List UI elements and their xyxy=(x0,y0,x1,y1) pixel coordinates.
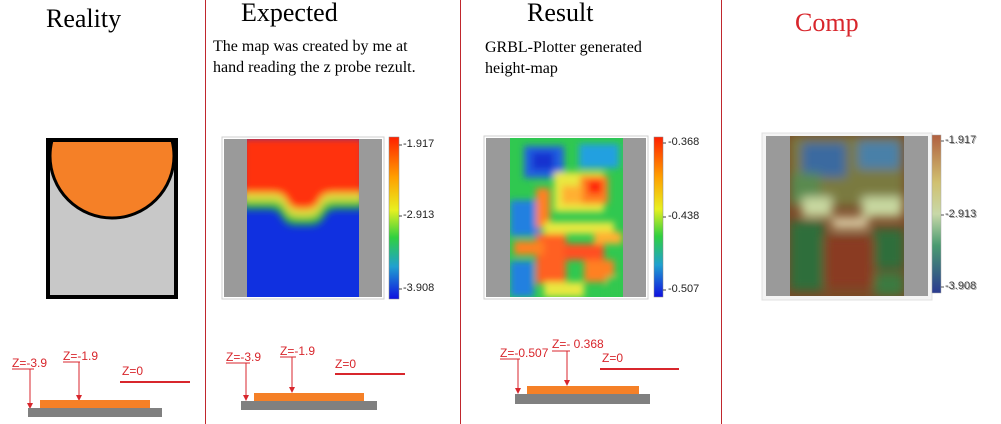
result-legend-bar xyxy=(653,136,666,298)
expected-height-map xyxy=(221,136,385,300)
result-legend-mid: -0.438 xyxy=(668,210,700,222)
expected-z-zero-label: Z=0 xyxy=(335,357,357,371)
comp-legend-max: -1.917 xyxy=(945,134,977,146)
expected-z-mid-label: Z=-1.9 xyxy=(280,344,316,358)
expected-z-low-label: Z=-3.9 xyxy=(226,350,262,364)
expected-probe-lines xyxy=(226,356,405,410)
divider-3 xyxy=(721,0,722,424)
expected-legend-bar xyxy=(388,136,402,300)
expected-legend-mid: -2.913 xyxy=(403,209,435,221)
reality-probe-lines xyxy=(12,361,190,417)
result-z-zero-label: Z=0 xyxy=(602,351,624,365)
expected-title: Expected xyxy=(241,0,338,27)
expected-caption: The map was created by me at hand readin… xyxy=(213,36,416,78)
result-z-low-label: Z=-0.507 xyxy=(500,346,549,360)
comp-legend-min: -3.908 xyxy=(945,280,977,292)
result-legend-max: -0.368 xyxy=(668,136,700,148)
comp-height-map xyxy=(761,132,933,301)
reality-illustration xyxy=(46,138,178,299)
reality-z-mid-label: Z=-1.9 xyxy=(63,349,99,363)
result-legend-min: -0.507 xyxy=(668,283,700,295)
expected-legend-min: -3.908 xyxy=(403,282,435,294)
expected-caption-line-1: The map was created by me at xyxy=(213,38,408,55)
divider-1 xyxy=(205,0,206,424)
reality-z-zero-label: Z=0 xyxy=(122,364,144,378)
comp-legend-mid: -2.913 xyxy=(945,208,977,220)
result-z-mid-label: Z=- 0.368 xyxy=(552,337,604,351)
result-caption-line-2: height-map xyxy=(485,60,558,77)
comp-legend-bar xyxy=(931,134,944,294)
reality-title: Reality xyxy=(46,4,122,33)
comp-title: Comp xyxy=(795,8,859,37)
result-height-map xyxy=(483,135,649,300)
result-probe-lines xyxy=(500,350,679,404)
expected-legend-max: -1.917 xyxy=(403,138,435,150)
result-title: Result xyxy=(527,0,594,27)
result-caption: GRBL-Plotter generated height-map xyxy=(485,37,642,79)
result-caption-line-1: GRBL-Plotter generated xyxy=(485,39,642,56)
reality-z-low-label: Z=-3.9 xyxy=(12,356,48,370)
expected-caption-line-2: hand reading the z probe rezult. xyxy=(213,59,416,76)
divider-2 xyxy=(460,0,461,424)
